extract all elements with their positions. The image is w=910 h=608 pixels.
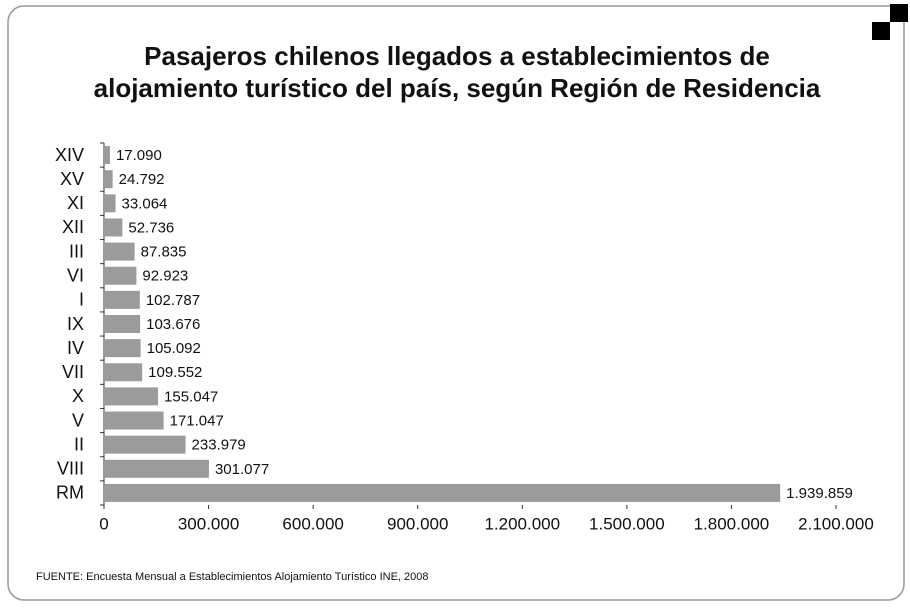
y-tick-label: XI xyxy=(67,193,84,213)
bar xyxy=(104,290,140,309)
corner-square xyxy=(872,22,890,40)
value-label: 24.792 xyxy=(119,171,165,188)
bar xyxy=(104,194,116,213)
value-label: 92.923 xyxy=(142,268,188,285)
frame xyxy=(7,5,905,601)
y-tick-label: VII xyxy=(62,362,84,382)
y-tick-label: RM xyxy=(56,483,84,503)
x-tick-label: 1.500.000 xyxy=(589,514,665,533)
bar xyxy=(104,363,143,382)
y-tick-label: XIV xyxy=(55,145,84,165)
value-label: 233.979 xyxy=(192,437,246,454)
value-label: 1.939.859 xyxy=(786,485,853,502)
value-label: 109.552 xyxy=(148,364,202,381)
bar xyxy=(104,483,781,502)
value-label: 171.047 xyxy=(170,413,224,430)
value-label: 105.092 xyxy=(147,340,201,357)
bar xyxy=(104,146,110,165)
x-tick-label: 2.100.000 xyxy=(798,514,874,533)
value-label: 17.090 xyxy=(116,147,162,164)
bar xyxy=(104,387,159,406)
y-tick-label: XII xyxy=(62,217,84,237)
y-tick-label: XV xyxy=(60,169,84,189)
bar xyxy=(104,315,141,333)
y-tick-label: V xyxy=(72,410,84,430)
bar xyxy=(104,242,135,261)
corner-square xyxy=(890,4,908,22)
bar xyxy=(104,411,164,430)
chart-title: Pasajeros chilenos llegados a establecim… xyxy=(144,41,770,71)
x-tick-label: 600.000 xyxy=(282,514,343,533)
value-label: 103.676 xyxy=(146,316,200,333)
y-tick-label: VI xyxy=(67,265,84,285)
bar xyxy=(104,459,209,478)
bar xyxy=(104,435,186,454)
x-tick-label: 1.200.000 xyxy=(484,514,560,533)
value-label: 155.047 xyxy=(164,388,218,405)
y-tick-label: VIII xyxy=(57,459,84,479)
bar xyxy=(104,170,113,189)
chart-title: alojamiento turístico del país, según Re… xyxy=(94,73,821,103)
x-tick-label: 0 xyxy=(99,514,108,533)
value-label: 33.064 xyxy=(122,195,168,212)
value-label: 52.736 xyxy=(128,219,174,236)
y-tick-label: IX xyxy=(67,314,84,334)
y-tick-label: IV xyxy=(67,338,84,358)
source-note: FUENTE: Encuesta Mensual a Establecimien… xyxy=(36,571,429,583)
value-label: 102.787 xyxy=(146,292,200,309)
value-label: 301.077 xyxy=(215,461,269,478)
x-tick-label: 1.800.000 xyxy=(694,514,770,533)
x-tick-label: 900.000 xyxy=(387,514,448,533)
y-tick-label: I xyxy=(79,290,84,310)
x-tick-label: 300.000 xyxy=(178,514,239,533)
bar xyxy=(104,266,137,285)
bar xyxy=(104,339,141,358)
y-tick-label: II xyxy=(74,434,84,454)
y-tick-label: X xyxy=(72,386,84,406)
value-label: 87.835 xyxy=(141,244,187,261)
bar xyxy=(104,218,123,237)
y-tick-label: III xyxy=(69,241,84,261)
